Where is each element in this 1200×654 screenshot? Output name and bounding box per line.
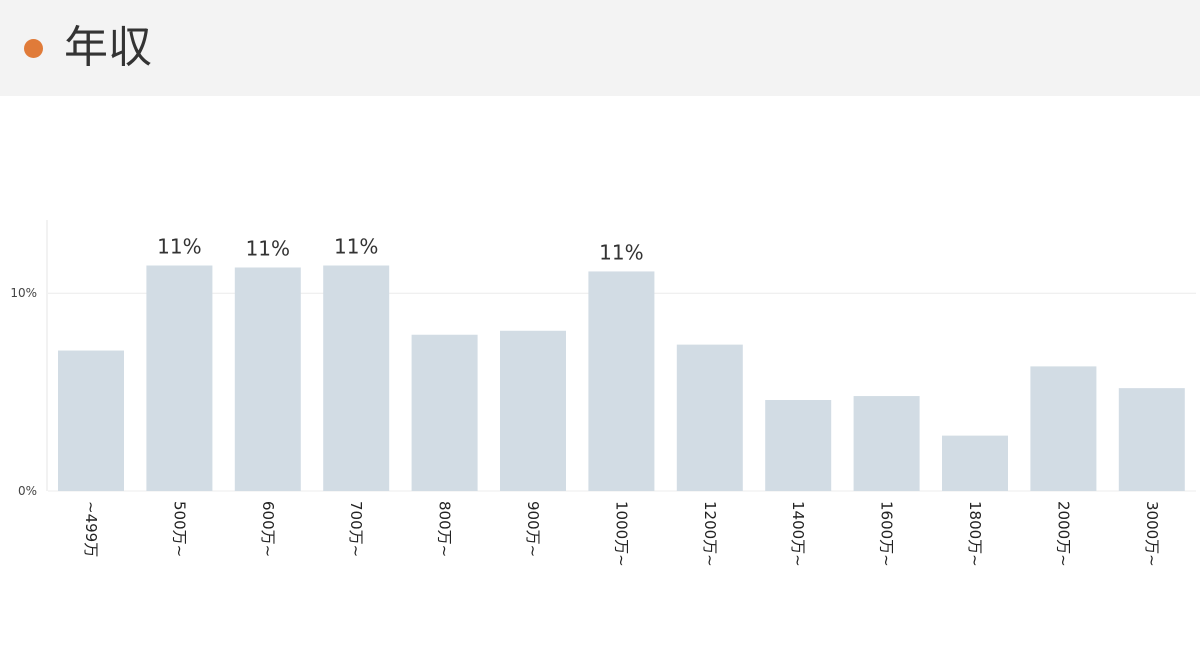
category-label: 900万~ bbox=[524, 501, 542, 557]
data-label: 11% bbox=[246, 236, 290, 260]
category-label: 1600万~ bbox=[878, 501, 896, 567]
category-label: 1800万~ bbox=[966, 501, 984, 567]
data-label: 11% bbox=[334, 234, 378, 258]
category-label: 2000万~ bbox=[1054, 501, 1072, 567]
bar bbox=[500, 330, 566, 491]
chart-bars bbox=[58, 265, 1185, 491]
category-label: 3000万~ bbox=[1143, 501, 1161, 567]
bar bbox=[1030, 366, 1097, 491]
bar bbox=[853, 396, 920, 491]
data-label: 11% bbox=[157, 234, 201, 258]
y-axis-ticks: 0% 10% bbox=[10, 286, 37, 498]
category-label: 700万~ bbox=[347, 501, 365, 557]
bar bbox=[58, 350, 124, 491]
bar bbox=[323, 265, 390, 491]
bar bbox=[234, 267, 301, 491]
section-header: 年収 bbox=[0, 0, 1200, 96]
section-title: 年収 bbox=[64, 22, 152, 73]
category-label: 500万~ bbox=[170, 501, 188, 557]
bar bbox=[676, 344, 743, 491]
bar bbox=[765, 400, 832, 491]
category-label: 1200万~ bbox=[701, 501, 719, 567]
bullet-dot-icon bbox=[24, 39, 43, 58]
y-tick-label: 0% bbox=[18, 484, 37, 498]
category-label: 1400万~ bbox=[789, 501, 807, 567]
salary-bar-chart: 0% 10% 11% 11% 11% 11% ~499万 500万~ 600万~ 700万~ 8… bbox=[10, 220, 1196, 567]
category-label: ~499万 bbox=[82, 501, 100, 557]
bar bbox=[1118, 388, 1185, 491]
bar bbox=[588, 271, 655, 491]
category-label: 600万~ bbox=[259, 501, 277, 557]
category-label: 1000万~ bbox=[612, 501, 630, 567]
x-axis-category-labels: ~499万 500万~ 600万~ 700万~ 800万~ 900万~ 1000万~ 1200… bbox=[82, 501, 1161, 567]
y-tick-label: 10% bbox=[10, 286, 37, 300]
bar bbox=[942, 435, 1008, 491]
bar bbox=[146, 265, 213, 491]
chart-data-labels: 11% 11% 11% 11% bbox=[157, 234, 643, 264]
bar bbox=[411, 334, 478, 491]
category-label: 800万~ bbox=[436, 501, 454, 557]
data-label: 11% bbox=[599, 240, 643, 264]
